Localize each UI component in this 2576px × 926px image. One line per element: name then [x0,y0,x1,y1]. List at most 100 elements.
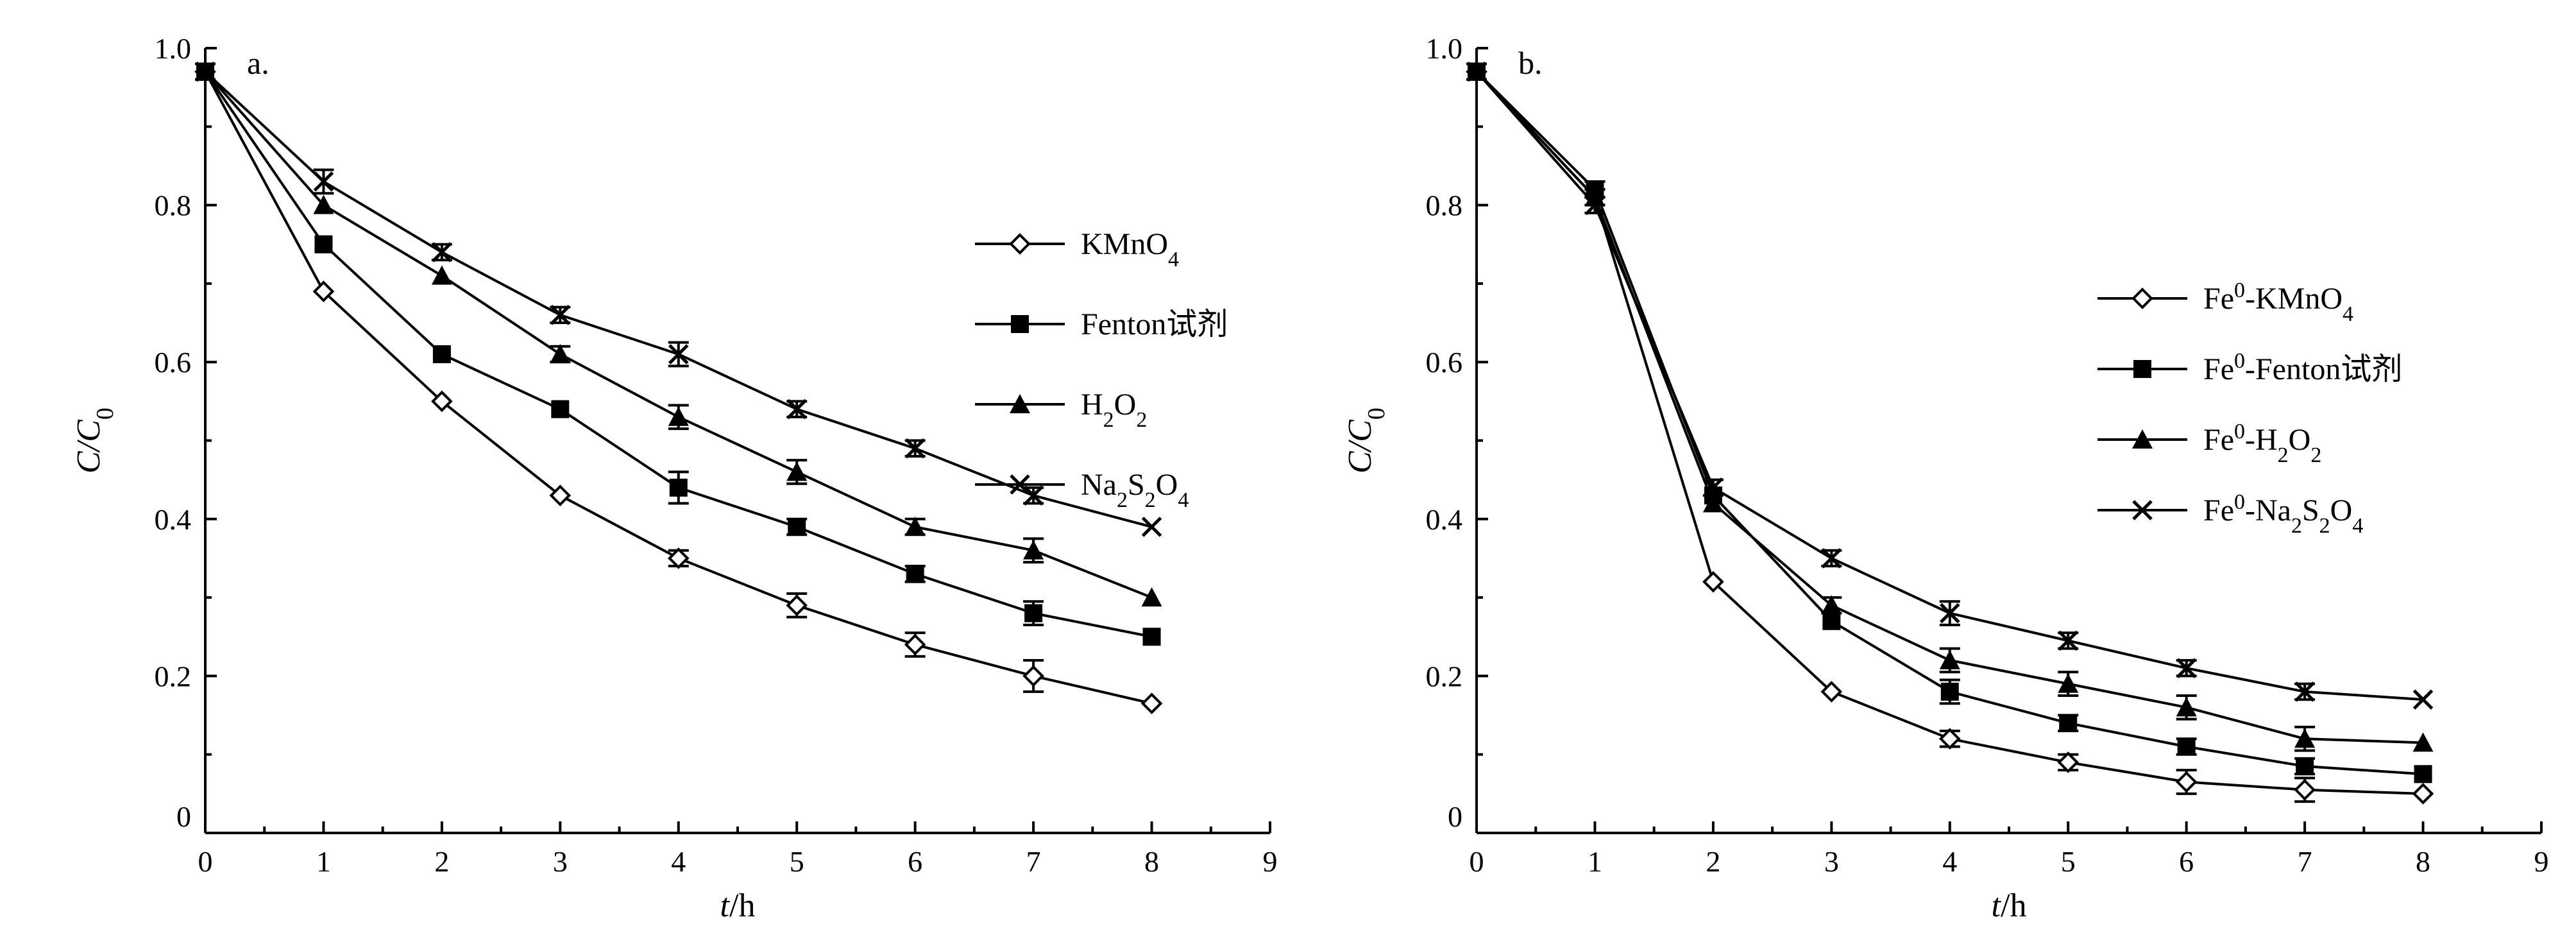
data-point [2294,682,2315,702]
y-tick-label: 0 [176,800,191,833]
legend-label: KMnO4 [1081,227,1179,271]
data-point [669,478,688,497]
data-point [1142,628,1161,646]
data-point [550,343,571,363]
data-point [904,438,926,459]
panel-label: b. [1518,45,1543,81]
data-point [786,399,807,420]
x-tick-label: 0 [198,845,213,878]
x-tick-label: 5 [790,845,804,878]
legend: Fe0-KMnO4 Fe0-Fenton试剂 Fe0-H2O2 Fe0-Na2S2O4 [2097,279,2402,538]
x-tick-label: 6 [908,845,922,878]
data-point [1821,548,1842,569]
y-tick-label: 0.2 [1426,660,1463,692]
data-point [904,517,926,536]
legend: KMnO4 Fenton试剂 H2O2 Na2S2O4 [975,227,1228,512]
y-tick-label: 0.6 [1426,346,1463,379]
legend-label: Fe0-KMnO4 [2203,279,2353,326]
data-point [312,280,335,302]
legend-marker [2132,429,2153,449]
data-point [431,390,453,413]
data-point [2057,751,2080,773]
series-line [1475,71,2423,744]
data-point [1141,517,1162,537]
data-point [904,633,926,656]
x-tick-label: 2 [1706,845,1720,878]
data-point [2059,714,2078,732]
y-tick-label: 0.8 [1426,189,1463,222]
data-point [2414,765,2432,784]
x-tick-label: 6 [2179,845,2194,878]
x-axis-title: t/h [720,887,756,923]
x-tick-label: 3 [1824,845,1839,878]
y-tick-label: 0.4 [1426,503,1463,536]
legend-marker [2132,500,2153,520]
y-axis-title: C/C0 [71,407,119,474]
y-tick-label: 0.6 [155,346,192,379]
series-line [204,71,1153,705]
series-line [204,71,1153,528]
legend-marker [2133,360,2151,378]
data-point [1141,587,1162,607]
data-point [2294,728,2316,748]
series-3 [195,61,1162,607]
data-point [668,344,689,364]
legend-label: Fe0-Na2S2O4 [2203,490,2363,538]
legend-marker [1010,394,1030,413]
data-point [1702,570,1724,593]
legend-marker [1011,315,1029,333]
data-point [1703,477,1724,498]
x-tick-label: 8 [2416,845,2430,878]
legend-marker [1009,233,1031,255]
legend-label: H2O2 [1081,388,1147,432]
legend-marker [1010,474,1030,495]
data-point [1938,728,1961,750]
data-point [2177,737,2196,756]
data-point [550,305,571,325]
legend-label: Fe0-Fenton试剂 [2203,349,2402,387]
series-line [204,71,1153,599]
series-1 [194,60,1163,715]
y-tick-label: 1.0 [1426,32,1463,65]
data-point [1140,692,1163,715]
panel-label: a. [247,45,269,81]
data-point [1024,604,1043,622]
data-point [1820,681,1843,703]
x-tick-label: 1 [316,845,331,878]
data-point [1023,485,1044,506]
data-point [2176,658,2197,678]
data-point [1023,540,1044,560]
series-3 [1466,61,2434,752]
data-point [551,400,570,418]
x-tick-label: 4 [671,845,686,878]
series-4 [1466,61,2434,710]
data-point [432,242,452,262]
data-point [2412,689,2434,710]
legend-label: Na2S2O4 [1081,468,1189,512]
data-point [1821,595,1842,615]
data-point [2058,673,2079,693]
data-point [1940,603,1960,624]
series-4 [195,61,1162,537]
data-point [1822,612,1841,630]
data-point [2058,630,2078,651]
data-point [906,565,924,583]
data-point [2294,778,2316,801]
data-point [788,518,806,536]
data-point [1940,682,1959,701]
x-tick-label: 9 [1263,845,1278,878]
y-tick-label: 0 [1448,800,1462,833]
x-tick-label: 3 [553,845,568,878]
data-point [431,265,452,285]
data-point [2176,697,2197,717]
data-point [1702,493,1724,513]
x-tick-label: 9 [2534,845,2549,878]
legend-marker [2131,287,2153,309]
y-axis-title: C/C0 [1342,407,1390,474]
series-2 [1466,62,2432,784]
data-point [2412,783,2434,805]
x-tick-label: 5 [2061,845,2076,878]
data-point [786,594,808,617]
